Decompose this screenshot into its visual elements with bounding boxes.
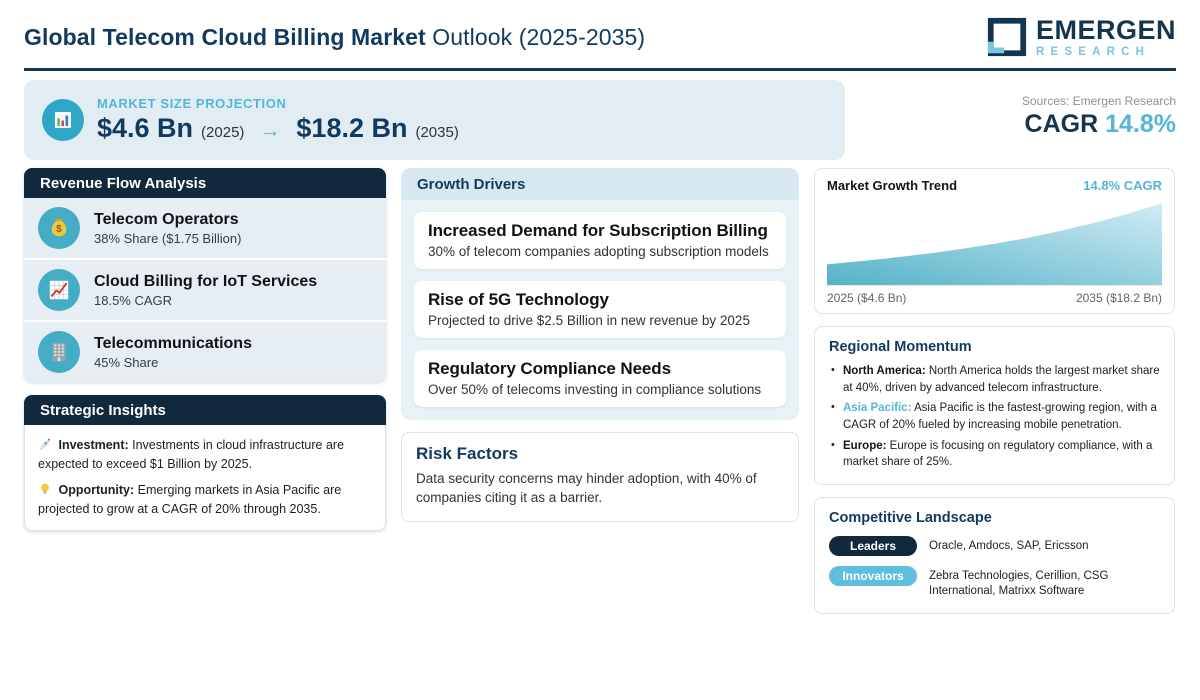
regional-text: Asia Pacific is the fastest-growing regi… xyxy=(843,402,1157,432)
insight-lead: Opportunity: xyxy=(58,483,135,497)
leaders-badge: Leaders xyxy=(829,536,917,557)
emergen-logo: EMERGEN RESEARCH xyxy=(986,16,1176,58)
trend-title: Market Growth Trend xyxy=(827,178,958,193)
market-size-text: MARKET SIZE PROJECTION $4.6 Bn (2025) → … xyxy=(97,96,459,144)
page-title-bold: Global Telecom Cloud Billing Market xyxy=(24,23,426,50)
cagr-value: 14.8% xyxy=(1105,110,1176,138)
revenue-flow-title: Revenue Flow Analysis xyxy=(24,168,386,198)
page-title: Global Telecom Cloud Billing Market Outl… xyxy=(24,24,645,51)
revenue-flow-item-title: Cloud Billing for IoT Services xyxy=(94,272,318,290)
page-title-regular: Outlook (2025-2035) xyxy=(432,23,646,50)
regional-text: North America holds the largest market s… xyxy=(843,365,1160,394)
revenue-flow-analysis-panel: Revenue Flow Analysis $ Telecom Operator… xyxy=(24,168,386,382)
cagr-label: CAGR xyxy=(1024,110,1099,138)
regional-lead: Europe: xyxy=(843,439,887,452)
insight-item: Investment: Investments in cloud infrast… xyxy=(38,437,372,473)
trend-cagr: 14.8% CAGR xyxy=(1083,178,1162,193)
strategic-insights-panel: Strategic Insights Investment: Investmen… xyxy=(24,395,386,531)
market-size-label: MARKET SIZE PROJECTION xyxy=(97,96,287,111)
revenue-flow-row: $ Telecom Operators 38% Share ($1.75 Bil… xyxy=(24,198,386,258)
trend-x-end: 2035 ($18.2 Bn) xyxy=(1075,291,1162,305)
revenue-flow-item-title: Telecommunications xyxy=(94,334,252,352)
arrow-right-icon: → xyxy=(260,120,281,142)
sources-note: Sources: Emergen Research xyxy=(1021,94,1176,108)
money-bag-icon: $ xyxy=(38,207,80,249)
risk-factors-text: Data security concerns may hinder adopti… xyxy=(416,471,757,505)
regional-momentum-panel: Regional Momentum North America: North A… xyxy=(814,326,1175,486)
revenue-flow-row: Cloud Billing for IoT Services 18.5% CAG… xyxy=(24,260,386,320)
insight-text: Investments in cloud infrastructure are … xyxy=(38,438,345,471)
market-growth-chart xyxy=(827,203,1162,285)
svg-text:$: $ xyxy=(56,224,62,235)
regional-momentum-title: Regional Momentum xyxy=(829,339,972,355)
bulb-icon xyxy=(38,482,52,501)
regional-text: Europe is focusing on regulatory complia… xyxy=(843,439,1153,469)
market-size-values: $4.6 Bn (2025) → $18.2 Bn (2035) xyxy=(97,113,459,144)
innovators-companies: Zebra Technologies, Cerillion, CSG Inter… xyxy=(929,570,1109,597)
competitive-row: Innovators Zebra Technologies, Cerillion… xyxy=(829,566,1160,599)
regional-lead: North America: xyxy=(843,365,926,377)
line-chart-icon xyxy=(38,269,80,311)
middle-column: Growth Drivers Increased Demand for Subs… xyxy=(401,168,799,523)
competitive-landscape-panel: Competitive Landscape Leaders Oracle, Am… xyxy=(814,497,1175,614)
left-column: Revenue Flow Analysis $ Telecom Operator… xyxy=(24,168,386,531)
revenue-flow-item-subtitle: 45% Share xyxy=(94,355,159,371)
revenue-flow-row: Telecommunications 45% Share xyxy=(24,322,386,382)
market-size-start: $4.6 Bn xyxy=(97,113,194,143)
logo-mark-icon xyxy=(987,17,1027,57)
driver-card: Rise of 5G Technology Projected to drive… xyxy=(414,281,786,338)
regional-item: Asia Pacific: Asia Pacific is the fastes… xyxy=(829,400,1160,433)
market-size-end-year: (2035) xyxy=(415,124,459,141)
growth-drivers-panel: Growth Drivers Increased Demand for Subs… xyxy=(401,168,799,420)
trend-x-start: 2025 ($4.6 Bn) xyxy=(827,291,907,305)
risk-factors-title: Risk Factors xyxy=(416,444,519,463)
rocket-icon xyxy=(38,437,52,456)
driver-card: Regulatory Compliance Needs Over 50% of … xyxy=(414,350,786,407)
logo-line2: RESEARCH xyxy=(1035,45,1151,58)
logo-line1: EMERGEN xyxy=(1035,14,1176,45)
logo-text: EMERGEN RESEARCH xyxy=(1035,14,1176,58)
competitive-landscape-title: Competitive Landscape xyxy=(829,510,992,527)
cagr-block: Sources: Emergen Research CAGR 14.8% xyxy=(1022,80,1176,160)
strategic-insights-body: Investment: Investments in cloud infrast… xyxy=(24,425,386,531)
revenue-flow-item-title: Telecom Operators xyxy=(94,210,239,228)
driver-title: Rise of 5G Technology xyxy=(428,290,609,309)
driver-subtitle: 30% of telecom companies adopting subscr… xyxy=(428,244,769,259)
revenue-flow-rows: $ Telecom Operators 38% Share ($1.75 Bil… xyxy=(24,198,386,382)
regional-item: North America: North America holds the l… xyxy=(829,363,1160,396)
strategic-insights-title: Strategic Insights xyxy=(24,395,386,425)
regional-lead: Asia Pacific: xyxy=(843,402,912,415)
header: Global Telecom Cloud Billing Market Outl… xyxy=(24,0,1176,71)
competitive-row: Leaders Oracle, Amdocs, SAP, Ericsson xyxy=(829,536,1160,557)
bar-chart-icon xyxy=(42,99,84,141)
growth-drivers-title: Growth Drivers xyxy=(401,168,799,200)
cagr-headline: CAGR 14.8% xyxy=(1022,110,1176,139)
insight-lead: Investment: xyxy=(58,438,129,452)
driver-card: Increased Demand for Subscription Billin… xyxy=(414,212,786,269)
market-size-row: MARKET SIZE PROJECTION $4.6 Bn (2025) → … xyxy=(24,80,1176,160)
market-size-banner: MARKET SIZE PROJECTION $4.6 Bn (2025) → … xyxy=(24,80,845,160)
leaders-companies: Oracle, Amdocs, SAP, Ericsson xyxy=(929,540,1089,553)
driver-title: Regulatory Compliance Needs xyxy=(428,359,671,378)
market-size-start-year: (2025) xyxy=(201,124,245,141)
regional-item: Europe: Europe is focusing on regulatory… xyxy=(829,438,1160,471)
driver-subtitle: Over 50% of telecoms investing in compli… xyxy=(428,382,762,397)
risk-factors-panel: Risk Factors Data security concerns may … xyxy=(401,432,799,523)
driver-subtitle: Projected to drive $2.5 Billion in new r… xyxy=(428,313,750,328)
revenue-flow-item-subtitle: 38% Share ($1.75 Billion) xyxy=(94,231,242,247)
market-growth-trend-panel: Market Growth Trend 14.8% CAGR 2025 ($4.… xyxy=(814,168,1175,314)
market-size-end: $18.2 Bn xyxy=(296,113,408,143)
insight-text: Emerging markets in Asia Pacific are pro… xyxy=(38,483,342,516)
right-column: Market Growth Trend 14.8% CAGR 2025 ($4.… xyxy=(814,168,1175,614)
innovators-badge: Innovators xyxy=(829,566,917,587)
revenue-flow-item-subtitle: 18.5% CAGR xyxy=(94,293,173,309)
insight-item: Opportunity: Emerging markets in Asia Pa… xyxy=(38,482,372,518)
content-columns: Revenue Flow Analysis $ Telecom Operator… xyxy=(24,168,1176,614)
driver-title: Increased Demand for Subscription Billin… xyxy=(428,221,768,240)
building-icon xyxy=(38,331,80,373)
